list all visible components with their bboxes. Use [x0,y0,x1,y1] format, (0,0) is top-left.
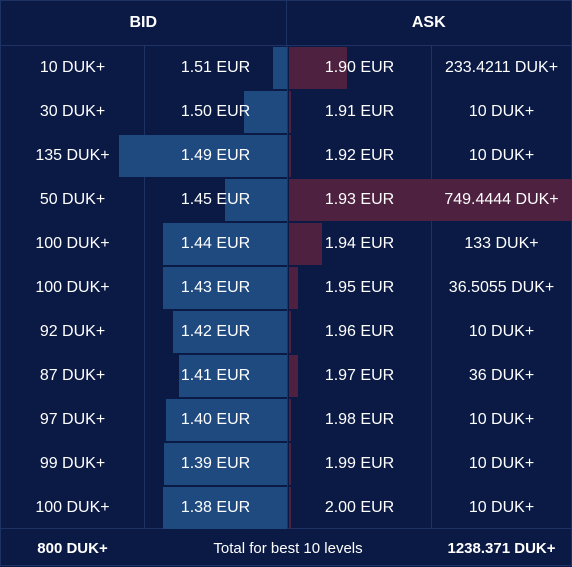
ask-depth-bar [289,223,322,265]
ask-depth-bar [289,311,291,353]
ask-header: ASK [411,14,446,31]
ask-price[interactable]: 1.91 EUR [324,103,395,120]
column-divider [431,46,432,528]
ask-quantity: 10 DUK+ [468,323,535,340]
bid-price[interactable]: 1.44 EUR [180,235,251,252]
bid-quantity: 100 DUK+ [35,235,110,252]
ask-price[interactable]: 1.97 EUR [324,367,395,384]
bid-price[interactable]: 1.49 EUR [180,147,251,164]
center-divider [287,46,288,528]
bid-price[interactable]: 1.50 EUR [180,103,251,120]
bid-depth-bar [225,179,287,221]
ask-quantity: 10 DUK+ [468,103,535,120]
bid-depth-bar [163,267,287,309]
bid-quantity: 30 DUK+ [39,103,106,120]
order-book-row[interactable]: 10 DUK+ 1.51 EUR 1.90 EUR 233.4211 DUK+ [1,46,571,90]
bid-quantity: 50 DUK+ [39,191,106,208]
column-divider [144,46,145,528]
bid-price[interactable]: 1.41 EUR [180,367,251,384]
order-book-row[interactable]: 100 DUK+ 1.43 EUR 1.95 EUR 36.5055 DUK+ [1,266,571,310]
bid-depth-bar [273,47,287,89]
bid-depth-bar [244,91,287,133]
ask-depth-bar [289,179,572,221]
order-book-row[interactable]: 100 DUK+ 1.44 EUR 1.94 EUR 133 DUK+ [1,222,571,266]
bid-price[interactable]: 1.38 EUR [180,499,251,516]
ask-price[interactable]: 1.95 EUR [324,279,395,296]
bid-quantity: 10 DUK+ [39,59,106,76]
ask-quantity: 133 DUK+ [464,235,539,252]
ask-quantity: 749.4444 DUK+ [444,191,559,208]
bid-quantity: 100 DUK+ [35,499,110,516]
ask-quantity: 10 DUK+ [468,455,535,472]
order-book-row[interactable]: 30 DUK+ 1.50 EUR 1.91 EUR 10 DUK+ [1,90,571,134]
ask-depth-bar [289,91,291,133]
bid-price[interactable]: 1.40 EUR [180,411,251,428]
total-label: Total for best 10 levels [213,539,363,557]
bid-quantity: 92 DUK+ [39,323,106,340]
bid-depth-bar [119,135,287,177]
order-book-footer: 800 DUK+ Total for best 10 levels 1238.3… [1,528,571,567]
bid-depth-bar [166,399,287,441]
bid-quantity: 135 DUK+ [35,147,110,164]
ask-price[interactable]: 1.90 EUR [324,59,395,76]
order-book-row[interactable]: 97 DUK+ 1.40 EUR 1.98 EUR 10 DUK+ [1,398,571,442]
ask-quantity: 10 DUK+ [468,499,535,516]
bid-depth-bar [173,311,287,353]
bid-total: 800 DUK+ [37,539,108,557]
bid-price[interactable]: 1.45 EUR [180,191,251,208]
bid-price[interactable]: 1.42 EUR [180,323,251,340]
ask-price[interactable]: 2.00 EUR [324,499,395,516]
bid-depth-bar [163,487,287,529]
ask-depth-bar [289,399,291,441]
ask-depth-bar [289,487,291,529]
ask-quantity: 233.4211 DUK+ [444,59,559,76]
bid-depth-bar [179,355,287,397]
order-book-row[interactable]: 100 DUK+ 1.38 EUR 2.00 EUR 10 DUK+ [1,486,571,530]
ask-price[interactable]: 1.94 EUR [324,235,395,252]
order-book-row[interactable]: 87 DUK+ 1.41 EUR 1.97 EUR 36 DUK+ [1,354,571,398]
bid-depth-bar [164,443,287,485]
ask-quantity: 10 DUK+ [468,147,535,164]
bid-quantity: 99 DUK+ [39,455,106,472]
ask-quantity: 10 DUK+ [468,411,535,428]
ask-price[interactable]: 1.93 EUR [324,191,395,208]
order-book-row[interactable]: 92 DUK+ 1.42 EUR 1.96 EUR 10 DUK+ [1,310,571,354]
ask-price[interactable]: 1.96 EUR [324,323,395,340]
ask-depth-bar [289,47,347,89]
bid-quantity: 100 DUK+ [35,279,110,296]
ask-quantity: 36.5055 DUK+ [448,279,555,296]
ask-depth-bar [289,355,298,397]
ask-depth-bar [289,135,291,177]
bid-header: BID [1,1,287,45]
ask-total: 1238.371 DUK+ [447,539,556,557]
ask-price[interactable]: 1.98 EUR [324,411,395,428]
ask-price[interactable]: 1.99 EUR [324,455,395,472]
order-book-row[interactable]: 50 DUK+ 1.45 EUR 1.93 EUR 749.4444 DUK+ [1,178,572,222]
order-book-row[interactable]: 135 DUK+ 1.49 EUR 1.92 EUR 10 DUK+ [1,134,571,178]
ask-depth-bar [289,443,291,485]
ask-price[interactable]: 1.92 EUR [324,147,395,164]
bid-depth-bar [163,223,287,265]
ask-quantity: 36 DUK+ [468,367,535,384]
order-book-header: BID ASK [1,1,571,46]
bid-price[interactable]: 1.39 EUR [180,455,251,472]
bid-price[interactable]: 1.51 EUR [180,59,251,76]
order-book-rows: 10 DUK+ 1.51 EUR 1.90 EUR 233.4211 DUK+ 30 D… [1,46,572,530]
bid-price[interactable]: 1.43 EUR [180,279,251,296]
ask-depth-bar [289,267,298,309]
order-book-row[interactable]: 99 DUK+ 1.39 EUR 1.99 EUR 10 DUK+ [1,442,571,486]
bid-quantity: 87 DUK+ [39,367,106,384]
bid-quantity: 97 DUK+ [39,411,106,428]
